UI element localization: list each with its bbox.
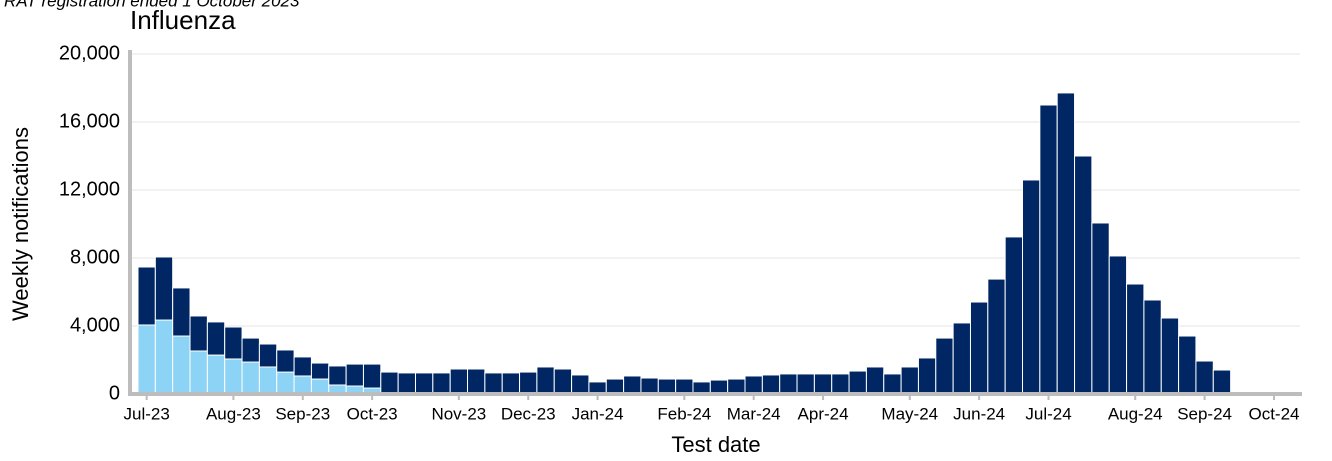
bar bbox=[883, 373, 902, 395]
bar bbox=[831, 373, 850, 395]
bar bbox=[1056, 92, 1076, 395]
bar bbox=[657, 378, 677, 395]
y-axis-label: Weekly notifications bbox=[8, 127, 33, 321]
bar bbox=[935, 337, 954, 395]
bar bbox=[501, 372, 521, 395]
bar bbox=[727, 378, 746, 395]
x-tick-label: Sep-23 bbox=[275, 404, 330, 423]
y-tick-label: 8,000 bbox=[70, 246, 120, 268]
bar bbox=[224, 326, 243, 360]
bar bbox=[1160, 317, 1180, 395]
x-tick-label: Oct-23 bbox=[347, 404, 398, 423]
bar bbox=[640, 377, 659, 395]
bar bbox=[848, 370, 867, 395]
bar bbox=[484, 372, 503, 395]
bar bbox=[380, 371, 399, 395]
bar bbox=[796, 373, 815, 395]
bar bbox=[310, 362, 330, 380]
y-tick-label: 0 bbox=[109, 382, 120, 404]
bar bbox=[553, 368, 573, 395]
bar bbox=[987, 278, 1006, 395]
y-tick-label: 12,000 bbox=[59, 178, 120, 200]
bar bbox=[414, 372, 434, 395]
bar bbox=[761, 374, 781, 395]
bar bbox=[900, 366, 919, 395]
bar bbox=[1108, 255, 1128, 395]
bar bbox=[865, 366, 885, 395]
y-tick-label: 4,000 bbox=[70, 314, 120, 336]
x-axis-label: Test date bbox=[671, 432, 760, 457]
x-tick-label: Mar-24 bbox=[727, 404, 781, 423]
x-tick-label: Nov-23 bbox=[431, 404, 486, 423]
bar bbox=[1143, 299, 1162, 395]
bar bbox=[224, 358, 243, 395]
x-tick-label: Aug-23 bbox=[206, 404, 261, 423]
bar bbox=[137, 324, 156, 395]
bar bbox=[189, 350, 208, 395]
bar bbox=[293, 375, 312, 395]
annotation: RAT registration ended 1 October 2023 bbox=[4, 0, 300, 10]
x-tick-label: Apr-24 bbox=[798, 404, 849, 423]
x-tick-label: Sep-24 bbox=[1177, 404, 1232, 423]
bar bbox=[1022, 179, 1041, 395]
bar bbox=[258, 366, 278, 395]
bar bbox=[709, 379, 729, 395]
x-tick-label: Aug-24 bbox=[1108, 404, 1163, 423]
bar bbox=[623, 375, 642, 395]
bar bbox=[1004, 236, 1024, 395]
bar bbox=[952, 322, 971, 395]
bar bbox=[571, 374, 590, 395]
bar bbox=[675, 378, 694, 395]
bar bbox=[328, 365, 347, 386]
bar bbox=[172, 335, 191, 395]
bar bbox=[258, 343, 278, 368]
bar bbox=[917, 357, 937, 395]
bar bbox=[189, 315, 208, 352]
bar bbox=[1039, 104, 1058, 395]
x-tick-label: Jan-24 bbox=[572, 404, 624, 423]
bar bbox=[1195, 360, 1214, 395]
x-tick-label: Feb-24 bbox=[657, 404, 711, 423]
bar bbox=[536, 366, 555, 395]
bar bbox=[467, 368, 486, 395]
bar bbox=[241, 361, 260, 395]
bar bbox=[137, 266, 156, 326]
bar bbox=[1126, 283, 1145, 395]
bar bbox=[519, 371, 538, 395]
bar bbox=[432, 372, 451, 395]
bar bbox=[1178, 335, 1197, 395]
bar bbox=[276, 371, 295, 395]
bar bbox=[206, 321, 226, 356]
bar bbox=[397, 372, 416, 395]
bar bbox=[779, 373, 798, 395]
bar bbox=[154, 319, 174, 395]
bar bbox=[744, 375, 763, 395]
bar bbox=[605, 378, 625, 395]
bar bbox=[1212, 369, 1232, 395]
bar bbox=[206, 354, 226, 395]
x-tick-label: May-24 bbox=[881, 404, 938, 423]
bar bbox=[172, 287, 191, 337]
x-tick-label: Jul-24 bbox=[1025, 404, 1071, 423]
bar bbox=[154, 256, 174, 321]
bar bbox=[293, 356, 312, 377]
x-tick-label: Dec-23 bbox=[501, 404, 556, 423]
bar bbox=[241, 337, 260, 363]
bar bbox=[362, 363, 382, 389]
bar bbox=[1074, 155, 1093, 395]
bar bbox=[310, 378, 330, 395]
x-tick-label: Jun-24 bbox=[953, 404, 1005, 423]
bar bbox=[449, 368, 469, 395]
bar bbox=[345, 363, 364, 387]
y-tick-label: 20,000 bbox=[59, 42, 120, 64]
chart-title: Influenza bbox=[130, 5, 236, 35]
bar bbox=[969, 301, 989, 395]
y-tick-label: 16,000 bbox=[59, 110, 120, 132]
bar bbox=[276, 349, 295, 373]
bar bbox=[1091, 222, 1110, 395]
x-tick-label: Oct-24 bbox=[1248, 404, 1299, 423]
bar bbox=[813, 373, 833, 395]
x-tick-label: Jul-23 bbox=[124, 404, 170, 423]
